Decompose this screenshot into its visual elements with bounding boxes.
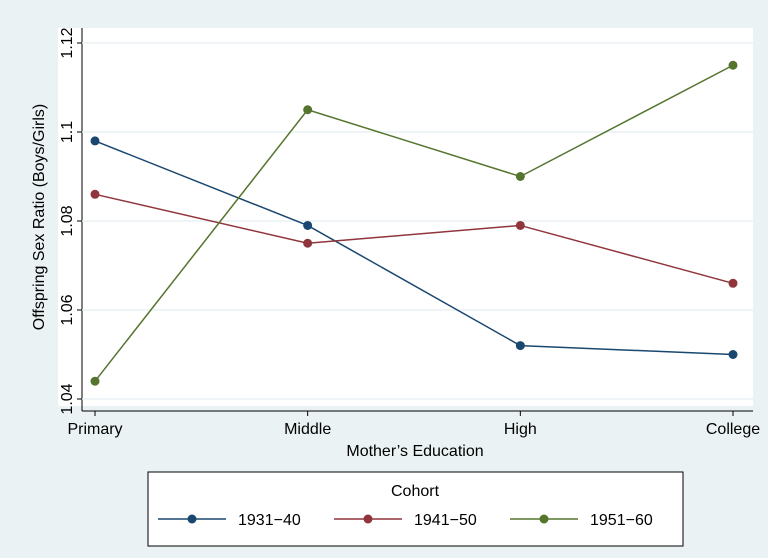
legend-label: 1951−60	[590, 512, 653, 529]
series-line	[94, 193, 734, 285]
y-tick-label: 1.12	[59, 27, 76, 58]
legend-label: 1931−40	[238, 512, 301, 529]
data-point	[90, 376, 100, 386]
data-point	[303, 238, 313, 248]
x-tick-label: Middle	[284, 421, 331, 438]
legend-marker	[187, 514, 197, 524]
x-tick-label: Primary	[67, 421, 122, 438]
x-axis-title: Mother’s Education	[346, 443, 483, 460]
data-point	[728, 350, 738, 359]
data-point	[90, 189, 100, 199]
plot-area	[58, 28, 753, 406]
data-point	[515, 172, 525, 181]
y-axis-title: Offspring Sex Ratio (Boys/Girls)	[31, 104, 48, 330]
legend-title: Cohort	[391, 483, 440, 500]
data-point	[728, 278, 738, 288]
legend-marker	[363, 514, 373, 524]
data-point	[728, 60, 738, 70]
data-point	[90, 136, 100, 146]
series-line	[94, 64, 734, 382]
data-point	[303, 220, 313, 230]
x-tick-label: High	[504, 421, 537, 438]
y-tick-label: 1.06	[59, 294, 76, 325]
data-point	[515, 341, 525, 351]
legend	[147, 471, 684, 547]
data-point	[303, 105, 313, 115]
series-line	[94, 140, 734, 356]
y-tick-label: 1.1	[59, 121, 76, 143]
y-tick-label: 1.04	[59, 383, 76, 414]
data-point	[515, 220, 525, 230]
x-tick-label: College	[706, 421, 760, 438]
legend-marker	[539, 514, 549, 524]
y-tick-label: 1.08	[59, 205, 76, 236]
legend-label: 1941−50	[414, 512, 477, 529]
